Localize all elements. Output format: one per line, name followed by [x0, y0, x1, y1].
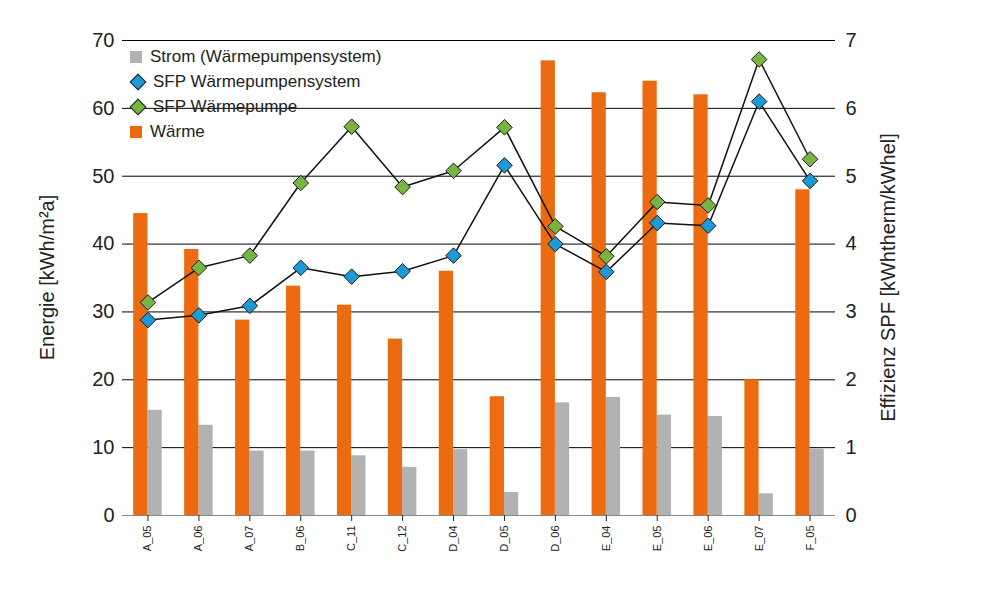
svg-text:F_05: F_05	[804, 526, 816, 551]
svg-text:1: 1	[846, 436, 857, 458]
svg-text:A_07: A_07	[243, 526, 255, 552]
svg-text:50: 50	[92, 165, 114, 187]
svg-text:E_07: E_07	[753, 526, 765, 552]
svg-text:40: 40	[92, 232, 114, 254]
svg-text:10: 10	[92, 436, 114, 458]
svg-text:D_06: D_06	[549, 526, 561, 552]
svg-text:C_12: C_12	[396, 526, 408, 552]
svg-text:4: 4	[846, 232, 857, 254]
svg-text:D_04: D_04	[447, 526, 459, 552]
svg-text:6: 6	[846, 97, 857, 119]
svg-text:5: 5	[846, 165, 857, 187]
svg-text:E_06: E_06	[702, 526, 714, 552]
svg-text:20: 20	[92, 368, 114, 390]
svg-text:E_04: E_04	[600, 526, 612, 552]
html-text:SFP Wärmepumpensystem: SFP Wärmepumpensystem	[153, 71, 361, 91]
svg-text:7: 7	[846, 29, 857, 51]
svg-text:70: 70	[92, 29, 114, 51]
html-text:Wärme: Wärme	[150, 121, 205, 141]
svg-text:B_06: B_06	[294, 526, 306, 552]
svg-text:60: 60	[92, 97, 114, 119]
html-text:Strom (Wärmepumpensystem): Strom (Wärmepumpensystem)	[150, 46, 382, 66]
svg-text:C_11: C_11	[345, 526, 357, 551]
svg-text:A_05: A_05	[141, 526, 153, 552]
svg-text:A_06: A_06	[192, 526, 204, 552]
svg-text:3: 3	[846, 300, 857, 322]
svg-text:D_05: D_05	[498, 526, 510, 552]
svg-text:2: 2	[846, 368, 857, 390]
svg-text:E_05: E_05	[651, 526, 663, 552]
svg-text:30: 30	[92, 300, 114, 322]
html-text:Energie [kWh/m²a]: Energie [kWh/m²a]	[36, 194, 59, 361]
svg-text:0: 0	[846, 504, 857, 526]
html-text:SFP Wärmepumpe: SFP Wärmepumpe	[153, 96, 298, 116]
html-text:Effizienz SPF [kWhtherm/kWhel]: Effizienz SPF [kWhtherm/kWhel]	[876, 133, 899, 422]
svg-text:0: 0	[103, 504, 114, 526]
